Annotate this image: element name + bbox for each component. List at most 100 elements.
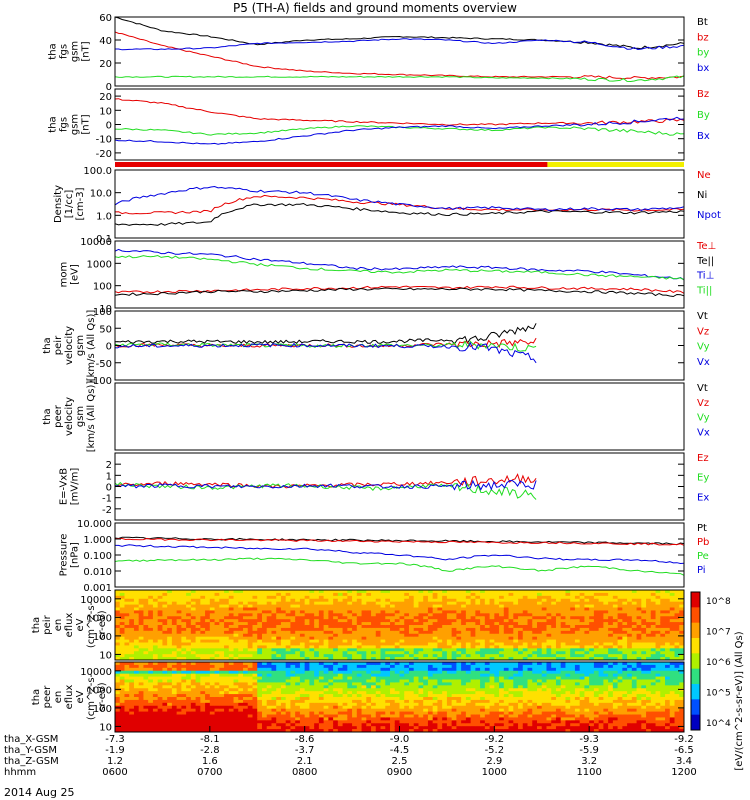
spectrogram-cell [679,642,684,647]
spectrogram-cell [418,711,424,716]
spectrogram-cell [593,595,600,600]
spectrogram-cell [195,697,201,701]
spectrogram-cell [190,682,197,686]
spectrogram-cell [138,622,145,626]
spectrogram-cell [418,682,424,686]
spectrogram-cell [494,625,500,629]
spectrogram-cell [133,691,140,695]
spectrogram-cell [243,723,249,727]
spectrogram-cell [399,625,405,629]
spectrogram-cell [186,691,192,695]
spectrogram-cell [323,720,329,724]
spectrogram-cell [171,697,178,701]
legend-entry: Vy [697,342,710,353]
spectrogram-cell [271,639,277,644]
spectrogram-cell [451,627,457,632]
spectrogram-cell [546,627,552,632]
spectrogram-cell [371,682,377,686]
legend-entry: Ti|| [696,285,712,296]
spectrogram-cell [646,654,652,658]
spectrogram-cell [143,625,149,629]
spectrogram-cell [622,607,628,612]
spectrogram-cell [129,685,135,689]
spectrogram-cell [532,613,538,617]
spectrogram-cell [404,685,410,689]
spectrogram-cell [390,679,396,684]
spectrogram-cell [612,598,619,603]
spectrogram-cell [195,664,201,669]
spectrogram-cell [280,705,287,710]
spectrogram-cell [129,654,135,658]
spectrogram-cell [205,590,211,594]
spectrogram-cell [589,595,595,600]
spectrogram-cell [119,613,126,617]
spectrogram-cell [470,657,476,660]
spectrogram-cell [181,657,187,660]
spectrogram-cell [361,630,367,635]
spectrogram-cell [385,630,391,635]
spectrogram-cell [432,616,439,620]
spectrogram-cell [276,630,282,635]
spectrogram-cell [290,691,296,695]
spectrogram-cell [574,619,581,623]
spectrogram-cell [233,708,239,713]
spectrogram-cell [243,651,249,655]
spectrogram-cell [243,622,249,626]
spectrogram-cell [380,697,386,701]
spectrogram-cell [394,639,401,644]
spectrogram-cell [636,639,642,644]
spectrogram-cell [574,590,581,594]
spectrogram-cell [186,590,192,594]
spectrogram-cell [347,682,353,686]
spectrogram-cell [314,694,320,698]
spectrogram-cell [593,619,600,623]
spectrogram-cell [650,607,657,612]
spectrogram-cell [489,622,495,626]
spectrogram-cell [314,657,320,660]
spectrogram-cell [143,648,149,652]
spectrogram-cell [257,601,263,606]
spectrogram-cell [565,639,571,644]
spectrogram-cell [233,633,239,638]
spectrogram-cell [228,625,235,629]
spectrogram-cell [437,705,443,710]
spectrogram-cell [390,729,396,732]
spectrogram-cell [622,633,628,638]
spectrogram-cell [228,682,235,686]
spectrogram-cell [513,642,519,647]
spectrogram-cell [489,601,495,606]
spectrogram-cell [209,592,216,597]
spectrogram-cell [224,616,230,620]
spectrogram-cell [399,633,405,638]
spectrogram-cell [513,625,519,629]
spectrogram-cell [437,651,443,655]
spectrogram-cell [423,657,429,660]
spectrogram-cell [427,651,434,655]
spectrogram-cell [328,622,334,626]
spectrogram-cell [271,691,277,695]
spectrogram-cell [238,639,244,644]
spectrogram-cell [171,685,178,689]
spectrogram-cell [238,630,244,635]
spectrogram-cell [209,619,216,623]
spectrogram-cell [475,601,481,606]
spectrogram-cell [318,590,325,594]
spectrogram-cell [200,613,206,617]
spectrogram-cell [612,636,619,641]
spectrogram-cell [660,648,666,652]
spectrogram-cell [328,651,334,655]
spectrogram-cell [342,691,348,695]
spectrogram-cell [465,639,472,644]
spectrogram-cell [404,639,410,644]
spectrogram-cell [451,633,457,638]
spectrogram-cell [157,708,164,713]
spectrogram-cell [655,622,661,626]
spectrogram-cell [318,711,325,716]
spectrogram-cell [437,708,443,713]
spectrogram-cell [437,633,443,638]
spectrogram-cell [347,723,353,727]
spectrogram-cell [271,627,277,632]
spectrogram-cell [390,590,396,594]
spectrogram-cell [399,723,405,727]
spectrogram-cell [181,619,187,623]
